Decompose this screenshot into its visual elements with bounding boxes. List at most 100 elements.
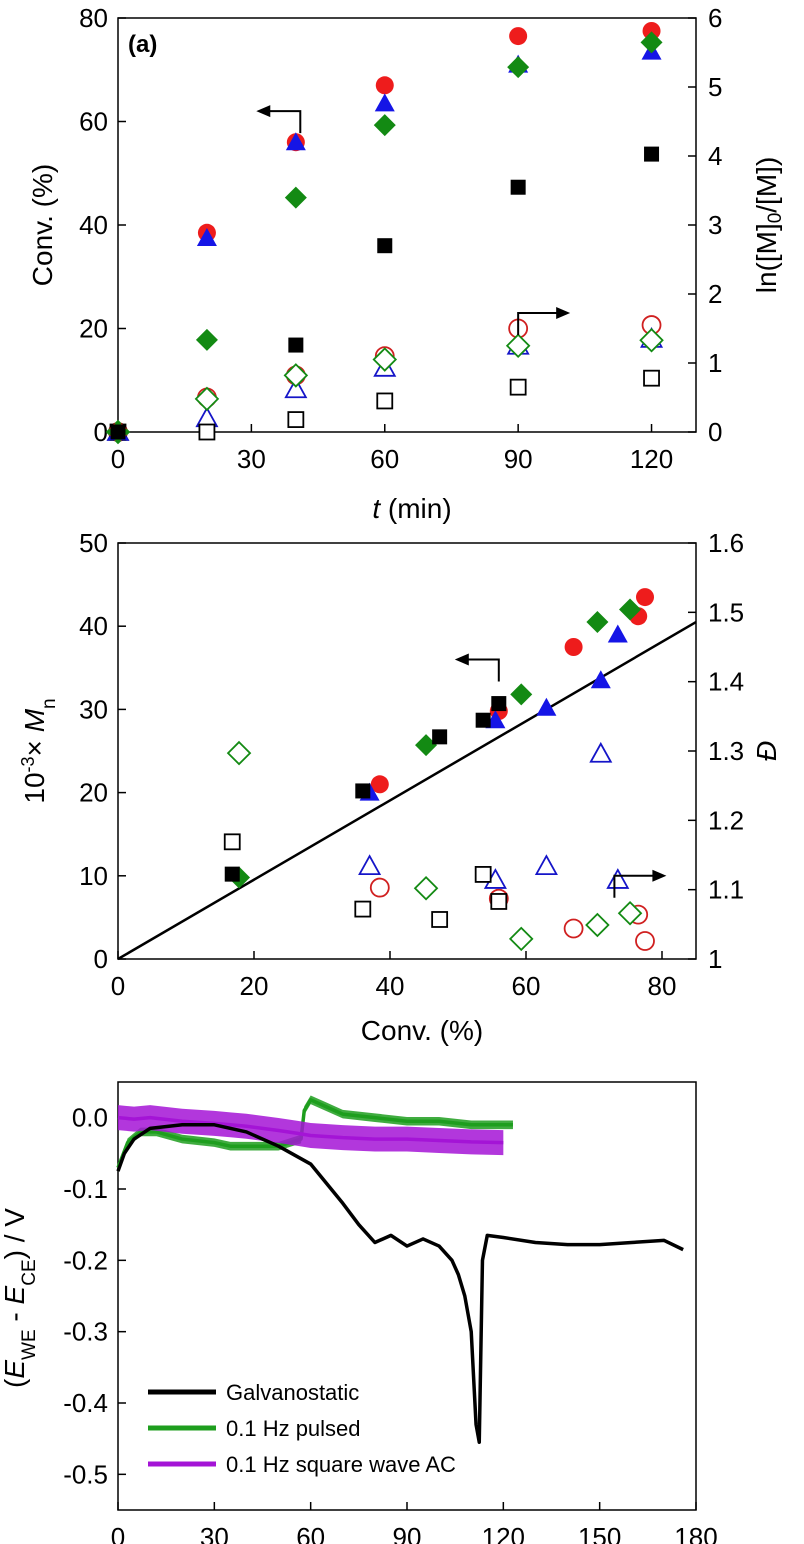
panel-b-plot-frame (117, 542, 697, 960)
y2-tick-label: 4 (708, 141, 722, 171)
y-tick-label: 0 (94, 417, 108, 447)
x-tick-label: 180 (674, 1522, 717, 1544)
y-tick-label: 0.0 (72, 1103, 108, 1133)
panel-b-y2-axis-label: Đ (751, 741, 782, 761)
open-square-point (287, 411, 305, 428)
y2-tick-label: 1.3 (708, 736, 744, 766)
y2-tick-label: 6 (708, 3, 722, 33)
y-tick-label: 0 (94, 944, 108, 974)
filled-square-point (510, 179, 526, 195)
y-tick-label: -0.5 (63, 1459, 108, 1489)
filled-diamond-point (195, 328, 218, 351)
y-tick-label: 60 (79, 107, 108, 137)
open-diamond-point (505, 333, 531, 359)
filled-triangle-point (285, 132, 306, 151)
open-diamond-point (585, 912, 610, 938)
y-tick-label: 10 (79, 861, 108, 891)
trace-band-0.1-hz-square-wave-ac (118, 1105, 504, 1156)
x-tick-label: 120 (630, 444, 673, 474)
open-square-point (643, 369, 660, 387)
open-square-point (490, 893, 508, 910)
filled-triangle-point (374, 93, 395, 112)
y-tick-label: -0.2 (63, 1245, 108, 1275)
y2-tick-label: 1 (708, 348, 722, 378)
open-diamond-point (194, 386, 220, 412)
panel-a-x-axis-label: t (min) (372, 493, 451, 524)
axis-arrow-right (517, 311, 559, 335)
y-tick-label: 20 (79, 778, 108, 808)
arrow-head (454, 653, 469, 666)
y2-tick-label: 0 (708, 417, 722, 447)
open-diamond-point (283, 363, 309, 388)
filled-diamond-point (510, 683, 533, 706)
panel-b-theoretical-line (117, 620, 697, 961)
y2-tick-label: 1.5 (708, 597, 744, 627)
panel-c-y-axis-label: (EWE - ECE) / V (0, 1208, 40, 1388)
filled-circle-point (375, 76, 394, 95)
filled-square-point (644, 146, 660, 162)
panel-a-data-points (105, 21, 664, 445)
filled-circle-point (642, 21, 661, 40)
panel-a-y-axis-label: Conv. (%) (27, 164, 58, 286)
y2-tick-label: 1.4 (708, 667, 744, 697)
x-tick-label: 30 (237, 444, 266, 474)
filled-square-point (288, 337, 304, 353)
filled-diamond-point (415, 734, 438, 757)
axis-arrow-left (466, 658, 500, 682)
panel-b-y-exponent: -3 (18, 756, 38, 772)
x-tick-label: 0 (111, 971, 125, 1001)
panel-c-ce-subscript: CE (19, 1259, 40, 1285)
panel-a-label: (a) (128, 31, 157, 58)
axis-arrow-left (268, 110, 302, 134)
x-tick-label: 60 (370, 444, 399, 474)
legend-label: Galvanostatic (226, 1380, 359, 1405)
filled-triangle-point (196, 227, 217, 246)
panel-b-x-axis-label: Conv. (%) (361, 1015, 483, 1046)
filled-circle-point (370, 775, 389, 794)
y-tick-label: 40 (79, 611, 108, 641)
filled-triangle-point (590, 670, 611, 689)
y2-tick-label: 1.6 (708, 528, 744, 558)
y2-tick-label: 5 (708, 72, 722, 102)
open-square-point (376, 392, 394, 410)
filled-triangle-point (536, 697, 557, 716)
arrow-head (556, 306, 571, 319)
x-tick-label: 150 (578, 1522, 621, 1544)
open-triangle-point (284, 377, 308, 399)
y2-tick-label: 3 (708, 210, 722, 240)
filled-circle-point (509, 27, 528, 46)
filled-diamond-point (373, 114, 396, 137)
filled-square-point (355, 783, 371, 799)
panel-c-ewe: E (0, 1360, 30, 1379)
panel-a-y-ticks: 0 20 40 60 80 (79, 3, 126, 447)
filled-square-point (432, 729, 448, 745)
y-tick-label: -0.4 (63, 1388, 108, 1418)
filled-diamond-point (640, 31, 663, 54)
filled-square-point (491, 696, 507, 712)
y2-tick-label: 1.2 (708, 805, 744, 835)
open-square-point (474, 866, 492, 883)
arrow-head (652, 869, 667, 882)
panel-c-legend: Galvanostatic 0.1 Hz pulsed 0.1 Hz square … (148, 1380, 456, 1477)
filled-diamond-point (619, 598, 642, 621)
x-tick-label: 60 (512, 971, 541, 1001)
x-tick-label: 120 (482, 1522, 525, 1544)
y2-tick-label: 2 (708, 279, 722, 309)
panel-b-data-points (223, 588, 655, 952)
open-diamond-point (508, 926, 534, 952)
panel-b-y-subscript: n (39, 698, 60, 709)
y-tick-label: 80 (79, 3, 108, 33)
open-square-point (198, 423, 216, 441)
panel-a-x-ticks: 0 30 60 90 120 (111, 424, 673, 474)
y-tick-label: 50 (79, 528, 108, 558)
panel-c-x-ticks: 0 30 60 90 120 150 180 (111, 1502, 718, 1544)
theoretical-mn-line (117, 620, 697, 961)
filled-square-point (224, 866, 240, 882)
panel-a-x-variable: t (372, 493, 381, 524)
panel-a-conversion-kinetics: (a) Conv. (%) ln([M]0/[M]) t (min) 0 30 60… (27, 3, 786, 524)
panel-c-traces (116, 1095, 684, 1444)
open-circle-point (563, 918, 584, 939)
panel-a-axis-arrows (256, 105, 571, 335)
legend-label: 0.1 Hz pulsed (226, 1416, 361, 1441)
panel-a-y2-axis-label: ln([M]0/[M]) (751, 157, 786, 294)
